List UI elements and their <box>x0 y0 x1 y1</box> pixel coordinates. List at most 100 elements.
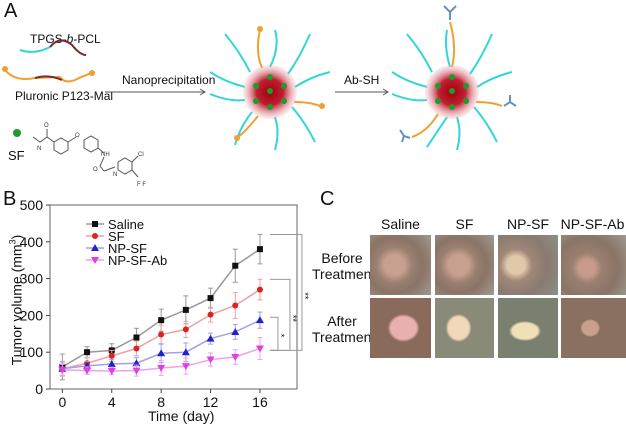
data-point <box>107 359 116 367</box>
y-axis-label-end: ) <box>8 234 25 240</box>
y-axis-label-sup: 3 <box>7 239 18 245</box>
x-tick-label: 4 <box>108 394 116 410</box>
y-axis-label: Tumor volume (mm3) <box>8 235 25 366</box>
column-label: NP-SF <box>507 216 549 232</box>
data-point <box>232 262 239 269</box>
svg-text:NH: NH <box>101 152 110 158</box>
data-point <box>207 295 214 302</box>
row-label-before: Before Treatment <box>312 250 376 282</box>
mouse-photo <box>370 235 431 295</box>
drug-dot-icon <box>13 129 21 137</box>
row-label-line: Treatment <box>312 266 376 282</box>
legend-label: SF <box>108 229 125 244</box>
significance-label: ** <box>288 315 298 323</box>
arrow-icon <box>105 88 389 96</box>
legend-label: Saline <box>108 217 144 232</box>
data-point <box>84 349 91 356</box>
column-label: SF <box>455 216 474 232</box>
svg-text:N: N <box>37 146 41 152</box>
mouse-photo <box>435 298 494 358</box>
data-point <box>231 353 240 361</box>
mouse-photo <box>370 298 431 358</box>
data-point <box>157 365 166 373</box>
x-tick-label: 16 <box>252 394 268 410</box>
significance-bracket <box>269 233 303 351</box>
svg-text:O: O <box>93 167 98 173</box>
data-point <box>256 286 263 293</box>
svg-text:Cl: Cl <box>138 152 144 158</box>
y-tick-label: 300 <box>20 271 44 287</box>
y-tick-label: 0 <box>35 381 43 397</box>
svg-text:N: N <box>113 172 117 178</box>
legend-marker <box>91 257 99 264</box>
data-point <box>256 246 263 253</box>
significance-label: ** <box>300 292 310 300</box>
pluronic-chain <box>4 69 93 83</box>
data-point <box>182 326 189 333</box>
data-point <box>107 367 116 375</box>
tpgs-pcl-pcl <box>49 39 87 56</box>
step1-label: Nanoprecipitation <box>122 73 216 87</box>
antibody-micelle <box>391 5 517 151</box>
scheme-illustration: O N O NH O N Cl F F <box>2 5 517 188</box>
panel-b-label: B <box>3 188 17 210</box>
significance-label: * <box>276 334 286 338</box>
mouse-photo <box>561 298 626 358</box>
data-point <box>182 306 189 313</box>
plot-frame <box>49 204 298 390</box>
y-tick-label: 100 <box>20 344 44 360</box>
row-label-line: Before <box>321 250 363 266</box>
tpgs-pcl-chain <box>19 46 51 53</box>
data-point <box>255 345 264 353</box>
data-point <box>181 348 190 356</box>
mouse-photo <box>498 298 558 358</box>
x-tick-label: 0 <box>58 394 66 410</box>
data-point <box>158 331 165 338</box>
data-point <box>132 359 141 367</box>
y-tick-label: 200 <box>20 307 44 323</box>
micelle-nanoparticle <box>209 26 331 151</box>
data-point <box>133 334 140 341</box>
x-axis-label: Time (day) <box>148 408 215 424</box>
column-label: Saline <box>381 216 420 232</box>
svg-text:F F: F F <box>137 182 146 188</box>
data-point <box>133 345 140 352</box>
polymer1-suffix: -PCL <box>73 32 101 46</box>
polymer1-prefix: TPGS- <box>30 32 67 46</box>
legend-label: NP-SF <box>108 241 147 256</box>
polymer1-italic: b <box>66 32 74 46</box>
mouse-photo <box>561 235 626 295</box>
y-tick-label: 400 <box>20 234 44 250</box>
panel-c-label: C <box>320 188 335 210</box>
data-point <box>206 334 215 342</box>
data-point <box>207 311 214 318</box>
antibody-icon <box>399 5 517 143</box>
legend-marker <box>91 244 99 251</box>
y-tick-label: 500 <box>20 197 44 213</box>
data-point <box>206 356 215 364</box>
data-point <box>232 302 239 309</box>
polymer2-label: Pluronic P123-Mal <box>15 89 114 103</box>
svg-text:O: O <box>44 123 49 129</box>
legend-marker <box>92 233 98 239</box>
panel-a-label: A <box>4 0 18 22</box>
data-point <box>181 363 190 371</box>
step2-label: Ab-SH <box>344 73 380 87</box>
polymer1-label: TPGS-b-PCL <box>30 32 101 46</box>
maleimide-icon <box>2 66 8 72</box>
x-tick-label: 12 <box>203 394 219 410</box>
mouse-photo <box>498 235 558 295</box>
y-axis-label-main: Tumor volume (mm <box>8 244 25 366</box>
legend-label: NP-SF-Ab <box>108 253 167 268</box>
mouse-photo <box>435 235 494 295</box>
svg-text:O: O <box>75 133 80 139</box>
drug-label: SF <box>8 148 25 163</box>
column-label: NP-SF-Ab <box>560 216 625 232</box>
row-label-line: After <box>327 313 357 329</box>
data-point <box>108 352 115 359</box>
row-label-after: After Treatment <box>312 313 375 345</box>
data-point <box>83 367 92 375</box>
x-tick-label: 8 <box>157 394 165 410</box>
data-point <box>255 316 264 324</box>
tumor-volume-chart: 0 100 200 300 400 500 0 4 8 12 16 SalineSFNP-SFNP-S… <box>20 197 310 410</box>
